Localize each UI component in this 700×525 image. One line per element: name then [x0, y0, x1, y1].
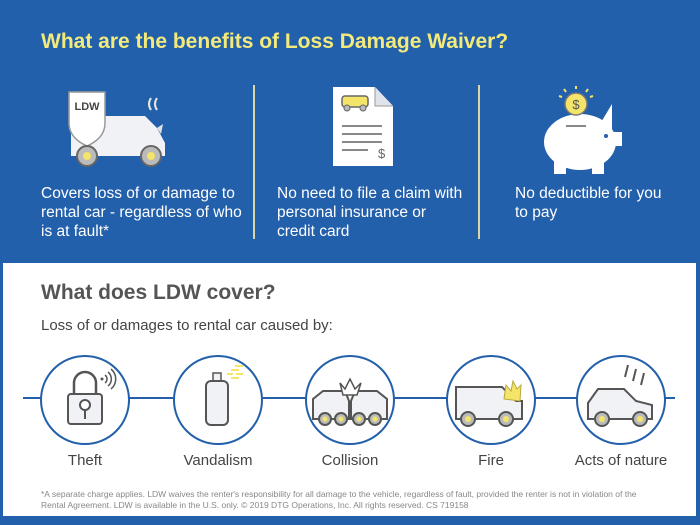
benefit-text-no-deductible: No deductible for you to pay: [515, 185, 662, 221]
footnote: *A separate charge applies. LDW waives t…: [41, 489, 637, 510]
ldw-shield-damaged-car-icon: LDW: [65, 88, 175, 173]
ldw-badge-text: LDW: [74, 101, 100, 113]
divider: [253, 85, 255, 239]
lock-icon: [40, 355, 130, 445]
spray-can-icon: [173, 355, 263, 445]
coin-dollar-symbol: $: [572, 97, 580, 112]
claim-document-icon: $: [330, 84, 396, 173]
dollar-symbol: $: [378, 146, 386, 161]
car-fire-icon: [446, 355, 536, 445]
coverage-label-theft: Theft: [67, 452, 103, 469]
coverage-label-collision: Collision: [321, 452, 379, 469]
collision-icon: [305, 355, 395, 445]
coverage-panel: What does LDW cover? Loss of or damages …: [3, 263, 696, 516]
divider: [478, 85, 480, 239]
car-hail-icon: [576, 355, 666, 445]
benefit-text-coverage: Covers loss of or damage to rental car -…: [41, 185, 242, 240]
coverage-label-vandalism: Vandalism: [183, 452, 253, 469]
coverage-title: What does LDW cover?: [41, 281, 276, 304]
coverage-label-acts-of-nature: Acts of nature: [574, 452, 668, 469]
coverage-subtitle: Loss of or damages to rental car caused …: [41, 317, 333, 334]
benefit-text-no-claim: No need to file a claim with personal in…: [277, 185, 463, 240]
piggy-bank-icon: $: [540, 84, 630, 181]
coverage-label-fire: Fire: [478, 452, 504, 469]
page-title: What are the benefits of Loss Damage Wai…: [41, 30, 509, 53]
